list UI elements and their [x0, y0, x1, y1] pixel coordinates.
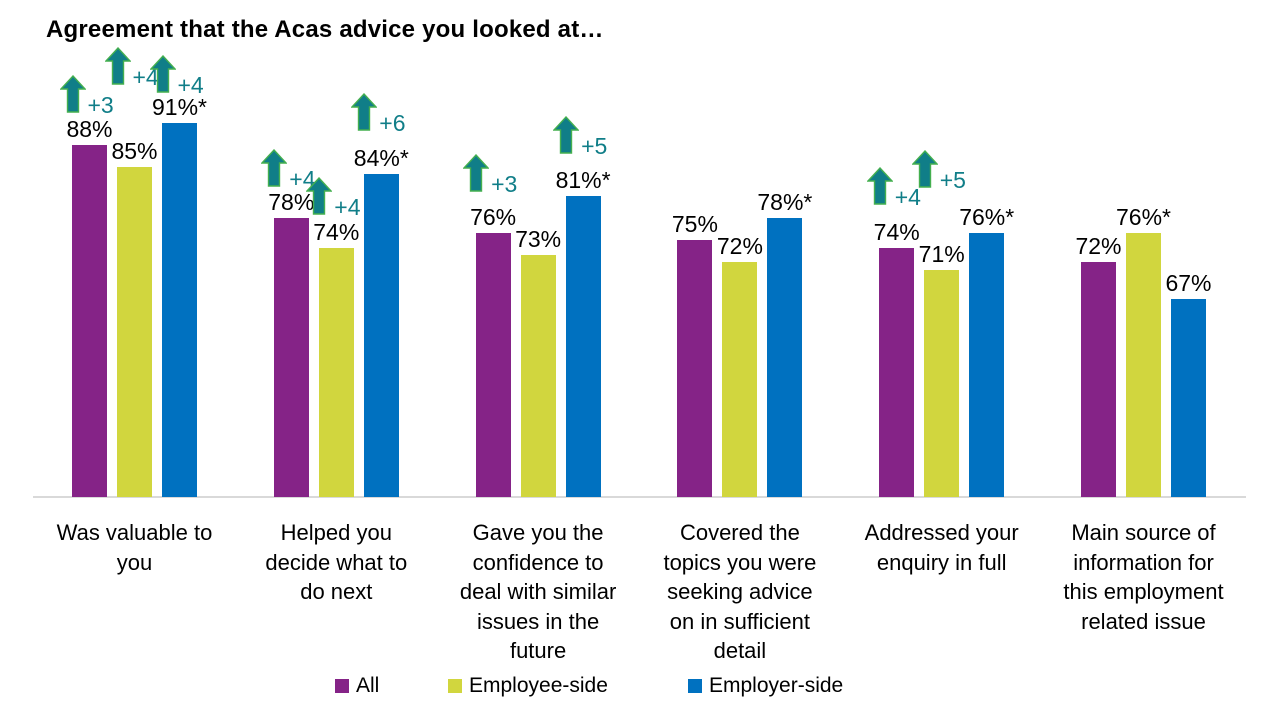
bar-value-label: 72% [1075, 233, 1122, 260]
increase-arrow-icon [553, 116, 580, 155]
increase-delta-label: +3 [491, 171, 518, 197]
bar-employee-side [1126, 233, 1161, 497]
bar-all [273, 218, 309, 497]
increase-delta-label: +4 [334, 193, 361, 220]
increase-annotation: +4 [261, 149, 316, 191]
increase-delta-label: +5 [939, 166, 966, 193]
increase-arrow-icon [149, 55, 176, 93]
bar-value-label: 74% [313, 218, 360, 245]
increase-arrow-icon [351, 93, 378, 132]
bar-employer-side [162, 123, 197, 497]
bar-value-label: 76% [470, 204, 517, 230]
increase-delta-label: +5 [581, 133, 608, 160]
bar-value-label: 74% [873, 218, 920, 245]
category-label: Gave you the confidence to deal with sim… [459, 520, 617, 663]
bar-value-label: 81%* [555, 167, 611, 194]
bar-employee-side [117, 167, 152, 497]
category-label: Addressed your enquiry in full [864, 520, 1019, 575]
increase-arrow-icon [104, 47, 131, 85]
bar-value-label: 88% [66, 116, 113, 142]
category-label: Main source of information for this empl… [1063, 520, 1224, 634]
category-label: Covered the topics you were seeking advi… [663, 520, 817, 663]
legend-swatch [688, 679, 702, 693]
bar-all [1081, 262, 1116, 497]
bar-employer-side [363, 174, 399, 497]
category-label: Helped you decide what to do next [265, 520, 408, 604]
increase-arrow-icon [911, 149, 938, 188]
legend-item-employee-side: Employee-side [448, 674, 608, 698]
increase-annotation: +5 [553, 116, 607, 158]
bar-employee-side [318, 247, 354, 497]
increase-arrow-icon [866, 166, 893, 205]
bar-value-label: 76%* [959, 204, 1015, 230]
increase-annotation: +6 [351, 93, 406, 135]
bar-value-label: 73% [515, 226, 562, 252]
increase-arrow-icon [261, 149, 288, 188]
increase-arrow-icon [463, 154, 490, 192]
bar-value-label: 76%* [1116, 204, 1171, 230]
increase-delta-label: +4 [894, 183, 921, 210]
bar-employer-side [1171, 299, 1206, 497]
legend-item-all: All [335, 674, 379, 698]
bar-employer-side [969, 233, 1005, 497]
chart-title: Agreement that the Acas advice you looke… [46, 16, 604, 43]
increase-annotation: +4 [149, 55, 204, 97]
bar-value-label: 84%* [353, 145, 409, 172]
increase-annotation: +5 [911, 149, 966, 191]
bar-value-label: 78%* [757, 189, 813, 216]
legend-label: All [356, 674, 380, 697]
increase-delta-label: +3 [87, 92, 114, 118]
legend-swatch [335, 679, 349, 693]
bar-employee-side [924, 269, 960, 497]
legend-label: Employee-side [469, 674, 608, 697]
increase-delta-label: +4 [132, 64, 159, 90]
increase-delta-label: +4 [177, 72, 204, 98]
bar-all [879, 247, 915, 497]
increase-annotation: +4 [306, 176, 361, 218]
increase-arrow-icon [59, 75, 86, 113]
bar-value-label: 72% [716, 233, 763, 260]
bar-employee-side [520, 255, 556, 497]
legend-item-employer-side: Employer-side [688, 674, 843, 698]
bar-employer-side [767, 218, 803, 497]
increase-arrow-icon [306, 176, 333, 215]
increase-annotation: +4 [104, 47, 159, 89]
increase-annotation: +4 [866, 166, 921, 208]
increase-delta-label: +4 [289, 166, 316, 193]
bar-value-label: 85% [111, 138, 158, 164]
increase-delta-label: +6 [379, 110, 406, 137]
legend-swatch [448, 679, 462, 693]
bar-value-label: 75% [671, 211, 718, 238]
bar-employer-side [565, 196, 601, 497]
bar-all [475, 233, 511, 497]
bar-all [677, 240, 713, 497]
bar-value-label: 67% [1165, 270, 1212, 296]
bar-all [72, 145, 107, 497]
increase-annotation: +3 [59, 75, 114, 117]
x-axis-line [33, 496, 1246, 498]
bar-employee-side [722, 262, 758, 497]
category-label: Was valuable to you [56, 520, 213, 575]
bar-value-label: 71% [918, 240, 965, 267]
legend-label: Employer-side [709, 674, 844, 697]
increase-annotation: +3 [463, 154, 517, 196]
bar-value-label: 78% [268, 189, 315, 216]
bar-value-label: 91%* [152, 94, 207, 120]
